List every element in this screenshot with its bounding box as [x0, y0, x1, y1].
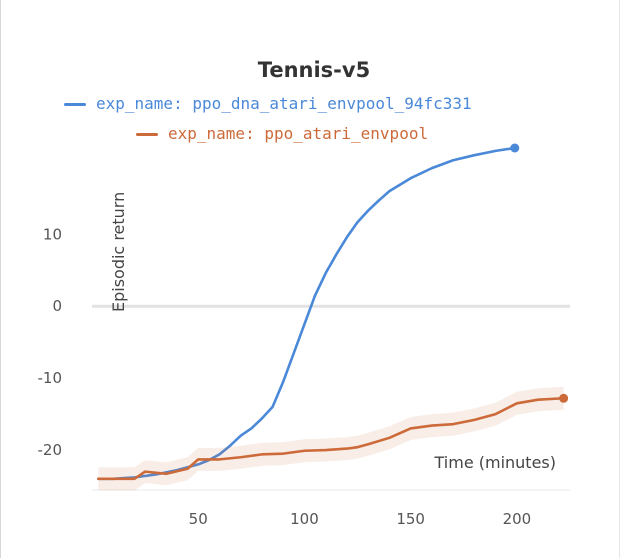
legend-swatch-dna — [64, 103, 86, 106]
x-tick-label: 150 — [396, 510, 425, 528]
legend-label-dna: exp_name: ppo_dna_atari_envpool_94fc331 — [96, 94, 472, 113]
series-endpoint-1 — [559, 393, 569, 403]
x-axis-label: Time (minutes) — [434, 453, 557, 472]
x-tick-label: 100 — [290, 510, 319, 528]
y-axis-label: Episodic return — [109, 192, 128, 312]
series-line-0 — [97, 146, 517, 481]
series-line-1 — [97, 396, 565, 481]
series-endpoint-0 — [510, 143, 520, 153]
x-tick-label: 50 — [189, 510, 208, 528]
y-tick-label: 10 — [43, 225, 62, 243]
legend-swatch-baseline — [136, 133, 158, 136]
y-tick-label: -20 — [38, 441, 63, 459]
series-band-1 — [98, 386, 564, 491]
legend-label-baseline: exp_name: ppo_atari_envpool — [168, 124, 429, 143]
x-tick-label: 200 — [503, 510, 532, 528]
y-tick-label: -10 — [38, 369, 63, 387]
y-tick-label: 0 — [52, 297, 62, 315]
chart-title: Tennis-v5 — [257, 58, 371, 82]
legend-item-baseline[interactable]: exp_name: ppo_atari_envpool — [136, 124, 428, 143]
legend-item-dna[interactable]: exp_name: ppo_dna_atari_envpool_94fc331 — [64, 94, 472, 113]
